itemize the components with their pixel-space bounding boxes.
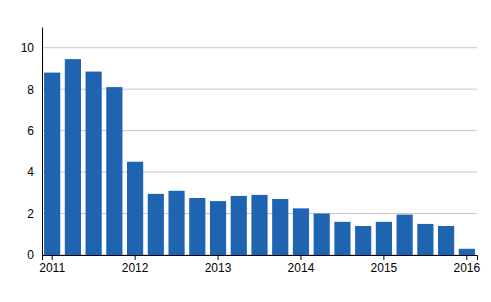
x-tick-mark bbox=[218, 255, 219, 260]
bar bbox=[334, 222, 350, 255]
x-tick-mark bbox=[300, 255, 301, 260]
x-tick-label: 2015 bbox=[371, 261, 398, 275]
x-tick: 2013 bbox=[205, 255, 232, 275]
y-axis-line bbox=[42, 28, 43, 256]
x-tick: 2015 bbox=[371, 255, 398, 275]
x-tick-mark bbox=[135, 255, 136, 260]
y-tick-label: 0 bbox=[27, 248, 34, 262]
x-tick-label: 2013 bbox=[205, 261, 232, 275]
y-tick-label: 10 bbox=[21, 41, 35, 55]
bar bbox=[106, 87, 122, 255]
x-tick-label: 2016 bbox=[453, 261, 480, 275]
bar bbox=[293, 208, 309, 255]
bar bbox=[86, 72, 102, 255]
bar bbox=[168, 191, 184, 255]
bar bbox=[376, 222, 392, 255]
bar bbox=[314, 214, 330, 255]
bar bbox=[272, 199, 288, 255]
y-tick: 4 bbox=[27, 165, 42, 179]
x-axis-line bbox=[43, 256, 478, 261]
bars bbox=[44, 59, 475, 255]
bar bbox=[355, 226, 371, 255]
grid bbox=[42, 48, 477, 255]
bar bbox=[127, 162, 143, 255]
chart: 0 2 4 6 8 10 2011 2012 2013 2014 2015 2016 bbox=[0, 0, 491, 302]
grid-line bbox=[42, 47, 477, 48]
bar bbox=[417, 224, 433, 255]
y-tick-label: 2 bbox=[27, 207, 34, 221]
x-tick-mark bbox=[466, 255, 467, 260]
bar bbox=[65, 59, 81, 255]
y-tick-label: 6 bbox=[27, 124, 34, 138]
x-tick-mark bbox=[383, 255, 384, 260]
bar bbox=[251, 195, 267, 255]
x-tick-label: 2012 bbox=[122, 261, 149, 275]
y-tick: 10 bbox=[21, 41, 42, 55]
bar bbox=[210, 201, 226, 255]
y-tick: 6 bbox=[27, 124, 42, 138]
x-tick: 2012 bbox=[122, 255, 149, 275]
x-axis: 2011 2012 2013 2014 2015 2016 bbox=[39, 255, 480, 275]
x-tick-label: 2011 bbox=[39, 261, 65, 275]
y-tick-label: 8 bbox=[27, 83, 34, 97]
bar bbox=[44, 73, 60, 255]
x-tick-mark bbox=[52, 255, 53, 260]
bar bbox=[459, 249, 475, 255]
y-tick: 2 bbox=[27, 207, 42, 221]
x-tick: 2014 bbox=[288, 255, 315, 275]
y-tick: 8 bbox=[27, 83, 42, 97]
x-tick: 2016 bbox=[453, 255, 480, 275]
x-tick-label: 2014 bbox=[288, 261, 315, 275]
y-tick-label: 4 bbox=[27, 165, 34, 179]
bar bbox=[189, 198, 205, 255]
x-tick: 2011 bbox=[39, 255, 65, 275]
bar bbox=[438, 226, 454, 255]
bar bbox=[148, 194, 164, 255]
bar bbox=[231, 196, 247, 255]
y-axis: 0 2 4 6 8 10 bbox=[21, 28, 43, 263]
bar bbox=[397, 215, 413, 255]
plot: 0 2 4 6 8 10 2011 2012 2013 2014 2015 2016 bbox=[21, 28, 481, 275]
